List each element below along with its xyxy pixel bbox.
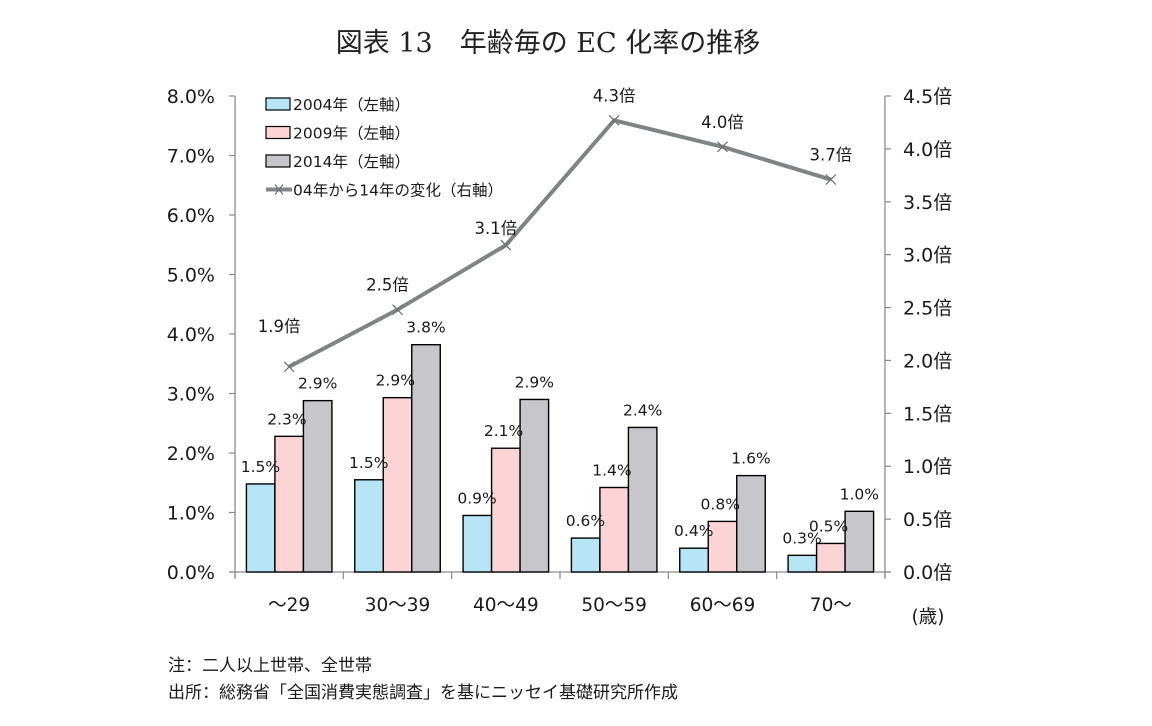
bar-2004 — [787, 554, 818, 573]
line-series — [283, 114, 837, 373]
bar-2004 — [570, 537, 601, 573]
legend-swatch — [265, 154, 291, 168]
bar-2009 — [274, 435, 305, 573]
x-tick-label: 60～69 — [690, 595, 756, 616]
y-right-tick-label: 0.5倍 — [903, 509, 952, 531]
line-point-marker — [283, 361, 295, 373]
bar-2004 — [245, 483, 276, 573]
y-left-tick-label: 8.0% — [167, 86, 215, 108]
bar-2014 — [844, 510, 875, 573]
data-labels: 1.5% 1.5% 0.9% 0.6% 0.4% 0.3% 2.3% 2.9% 2.1% 1.4%… — [241, 86, 879, 547]
line-data-label: 4.3倍 — [593, 86, 636, 105]
y-right-tick-label: 2.5倍 — [903, 298, 952, 320]
line-data-label: 4.0倍 — [701, 113, 744, 132]
bar-data-label: 2.9% — [298, 375, 337, 393]
y-right-tick-label: 4.0倍 — [903, 139, 952, 161]
y-left-tick-label: 2.0% — [167, 443, 215, 465]
bar-data-label: 2.9% — [376, 372, 415, 390]
chart-note: 注：二人以上世帯、全世帯 — [168, 656, 372, 676]
bar-data-label: 2.9% — [515, 373, 554, 391]
chart-source: 出所：総務省「全国消費実態調査」を基にニッセイ基礎研究所作成 — [168, 683, 678, 703]
x-axis-unit-label: (歳) — [912, 607, 945, 628]
legend-swatch — [265, 125, 291, 140]
y-left-tick-label: 7.0% — [167, 146, 215, 168]
y-right-tick-label: 0.0倍 — [903, 562, 952, 584]
y-right-tick-label: 3.5倍 — [903, 192, 952, 214]
bar-data-label: 2.1% — [484, 422, 523, 440]
bar-data-label: 2.3% — [267, 410, 306, 428]
line-data-label: 1.9倍 — [258, 317, 301, 336]
chart-title: 図表 13 年齢毎の EC 化率の推移 — [336, 28, 760, 59]
line-point-marker — [717, 141, 728, 153]
legend-swatch — [265, 97, 291, 111]
bar-2014 — [627, 426, 658, 573]
bar-2004 — [679, 547, 709, 573]
line-data-label: 3.1倍 — [474, 219, 517, 238]
bar-data-label: 0.9% — [457, 489, 496, 507]
bar-2009 — [815, 542, 846, 573]
y-right-tick-label: 3.0倍 — [903, 245, 952, 267]
bar-data-label: 0.6% — [566, 512, 605, 530]
y-left-tick-label: 5.0% — [167, 265, 215, 287]
x-tick-label: ～29 — [268, 595, 310, 616]
legend-marker-icon — [274, 184, 284, 195]
bars — [245, 344, 875, 573]
line-point-marker — [500, 239, 512, 251]
bar-data-label: 1.6% — [731, 450, 770, 468]
bar-2009 — [707, 520, 738, 573]
y-left-tick-label: 0.0% — [167, 562, 215, 584]
change-ratio-line — [288, 118, 832, 369]
bar-2004 — [354, 479, 384, 573]
bar-2009 — [599, 486, 630, 573]
legend-label: 2014年（左軸） — [293, 153, 410, 171]
bar-data-label: 1.0% — [840, 485, 879, 503]
bar-data-label: 0.5% — [809, 517, 848, 535]
axes: 0.0% 1.0% 2.0% 3.0% 4.0% 5.0% 6.0% 7.0% 8.0% 0.0倍… — [167, 86, 953, 616]
bar-data-label: 3.8% — [406, 319, 445, 337]
bar-2009 — [490, 447, 521, 573]
bar-2014 — [736, 474, 766, 573]
y-right-tick-label: 4.5倍 — [903, 86, 952, 108]
line-point-marker — [825, 174, 837, 186]
legend: 2004年（左軸） 2009年（左軸） 2014年（左軸） 04年から14年の変化（右… — [265, 96, 503, 200]
y-left-tick-label: 1.0% — [167, 503, 215, 525]
line-data-label: 2.5倍 — [366, 276, 409, 295]
y-left-tick-label: 4.0% — [167, 324, 215, 346]
y-right-tick-label: 2.0倍 — [903, 350, 952, 372]
line-point-marker — [392, 304, 403, 316]
y-left-tick-label: 3.0% — [167, 384, 215, 406]
bar-data-label: 2.4% — [623, 401, 662, 419]
x-tick-label: 70～ — [810, 595, 852, 616]
line-point-marker — [608, 114, 620, 126]
x-tick-label: 40～49 — [473, 595, 539, 616]
y-right-tick-label: 1.0倍 — [903, 456, 952, 478]
x-tick-label: 50～59 — [581, 595, 647, 616]
bar-data-label: 0.8% — [701, 495, 740, 513]
bar-data-label: 0.3% — [782, 529, 821, 547]
bar-2014 — [302, 399, 333, 573]
bar-data-label: 1.4% — [592, 462, 631, 480]
legend-label: 2009年（左軸） — [293, 125, 410, 143]
bar-data-label: 1.5% — [241, 458, 280, 476]
bar-data-label: 0.4% — [674, 522, 713, 540]
bar-2009 — [382, 396, 413, 573]
bar-2014 — [411, 344, 441, 573]
bar-2014 — [519, 398, 550, 573]
y-right-tick-label: 1.5倍 — [903, 403, 952, 425]
bar-2004 — [462, 514, 493, 573]
legend-label: 04年から14年の変化（右軸） — [293, 182, 503, 200]
x-tick-label: 30～39 — [365, 595, 431, 616]
bar-data-label: 1.5% — [349, 454, 388, 472]
y-left-tick-label: 6.0% — [167, 205, 215, 227]
line-data-label: 3.7倍 — [809, 146, 852, 165]
legend-label: 2004年（左軸） — [293, 96, 410, 114]
